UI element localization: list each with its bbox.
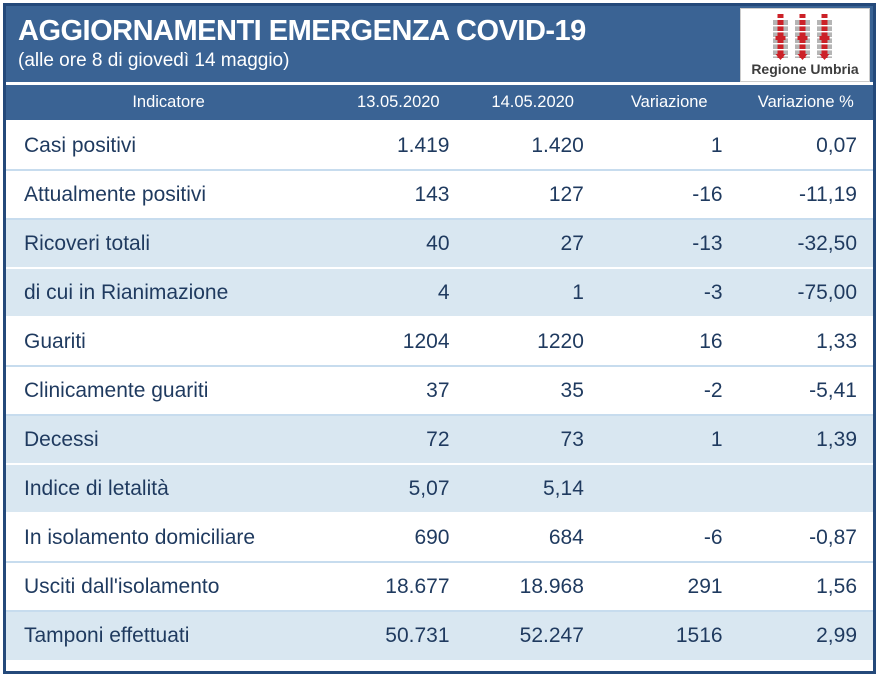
value-cell: 1 [599, 415, 739, 465]
value-cell: 1516 [599, 611, 739, 660]
value-cell [599, 464, 739, 514]
value-cell: -5,41 [738, 366, 873, 416]
column-header-indicatore: Indicatore [6, 85, 332, 123]
value-cell [738, 464, 873, 514]
logo-text: Regione Umbria [751, 61, 859, 77]
table-row: di cui in Rianimazione 4 1 -3 -75,00 [6, 268, 873, 318]
table-row: Indice di letalità 5,07 5,14 [6, 464, 873, 514]
value-cell: 1,39 [738, 415, 873, 465]
value-cell: 37 [331, 366, 466, 416]
value-cell: 72 [331, 415, 466, 465]
value-cell: 143 [331, 170, 466, 220]
value-cell: -2 [599, 366, 739, 416]
table-row: Guariti 1204 1220 16 1,33 [6, 317, 873, 367]
value-cell: 1220 [465, 317, 600, 367]
value-cell: 40 [331, 219, 466, 269]
table-header: Indicatore 13.05.2020 14.05.2020 Variazi… [6, 85, 873, 123]
value-cell: -0,87 [738, 513, 873, 563]
table-row: Clinicamente guariti 37 35 -2 -5,41 [6, 366, 873, 416]
table-row: Tamponi effettuati 50.731 52.247 1516 2,99 [6, 611, 873, 660]
value-cell: -75,00 [738, 268, 873, 318]
indicator-label: Attualmente positivi [6, 170, 332, 220]
value-cell: -13 [599, 219, 739, 269]
indicator-label: Clinicamente guariti [6, 366, 332, 416]
value-cell: 0,07 [738, 121, 873, 171]
value-cell: 2,99 [738, 611, 873, 660]
table-row: Casi positivi 1.419 1.420 1 0,07 [6, 121, 873, 171]
indicator-label: Tamponi effettuati [6, 611, 332, 660]
slide-frame: AGGIORNAMENTI EMERGENZA COVID-19 (alle o… [3, 3, 876, 674]
indicator-label: Indice di letalità [6, 464, 332, 514]
value-cell: 1.419 [331, 121, 466, 171]
value-cell: -6 [599, 513, 739, 563]
column-header-date1: 13.05.2020 [331, 85, 466, 123]
value-cell: -32,50 [738, 219, 873, 269]
umbria-candles-icon [773, 14, 832, 60]
indicator-label: Usciti dall'isolamento [6, 562, 332, 612]
value-cell: -16 [599, 170, 739, 220]
value-cell: 5,14 [465, 464, 600, 514]
indicator-label: Ricoveri totali [6, 219, 332, 269]
value-cell: 1.420 [465, 121, 600, 171]
value-cell: 1 [599, 121, 739, 171]
indicator-label: Casi positivi [6, 121, 332, 171]
value-cell: 35 [465, 366, 600, 416]
value-cell: -3 [599, 268, 739, 318]
indicator-label: Guariti [6, 317, 332, 367]
indicator-label: In isolamento domiciliare [6, 513, 332, 563]
title-band: AGGIORNAMENTI EMERGENZA COVID-19 (alle o… [6, 6, 873, 85]
table-row: Attualmente positivi 143 127 -16 -11,19 [6, 170, 873, 220]
value-cell: 73 [465, 415, 600, 465]
value-cell: 18.968 [465, 562, 600, 612]
column-header-variazione: Variazione [599, 85, 739, 123]
column-header-date2: 14.05.2020 [465, 85, 600, 123]
indicator-label: Decessi [6, 415, 332, 465]
value-cell: 52.247 [465, 611, 600, 660]
value-cell: 1,33 [738, 317, 873, 367]
value-cell: 291 [599, 562, 739, 612]
value-cell: 1204 [331, 317, 466, 367]
indicator-label: di cui in Rianimazione [6, 268, 332, 318]
value-cell: 18.677 [331, 562, 466, 612]
page-title: AGGIORNAMENTI EMERGENZA COVID-19 [18, 15, 586, 47]
table-row: Usciti dall'isolamento 18.677 18.968 291 1,5… [6, 562, 873, 612]
covid-data-table: Indicatore 13.05.2020 14.05.2020 Variazi… [6, 85, 873, 660]
value-cell: 127 [465, 170, 600, 220]
table-row: Decessi 72 73 1 1,39 [6, 415, 873, 465]
value-cell: 684 [465, 513, 600, 563]
table-row: Ricoveri totali 40 27 -13 -32,50 [6, 219, 873, 269]
table-row: In isolamento domiciliare 690 684 -6 -0,87 [6, 513, 873, 563]
value-cell: 27 [465, 219, 600, 269]
page-subtitle: (alle ore 8 di giovedì 14 maggio) [18, 50, 290, 72]
value-cell: 4 [331, 268, 466, 318]
value-cell: 1 [465, 268, 600, 318]
value-cell: 690 [331, 513, 466, 563]
table-body: Casi positivi 1.419 1.420 1 0,07 Attualmente … [6, 121, 873, 660]
value-cell: 16 [599, 317, 739, 367]
value-cell: -11,19 [738, 170, 873, 220]
value-cell: 5,07 [331, 464, 466, 514]
regione-umbria-logo: Regione Umbria [740, 8, 870, 82]
value-cell: 50.731 [331, 611, 466, 660]
value-cell: 1,56 [738, 562, 873, 612]
column-header-variazione-pct: Variazione % [738, 85, 873, 123]
